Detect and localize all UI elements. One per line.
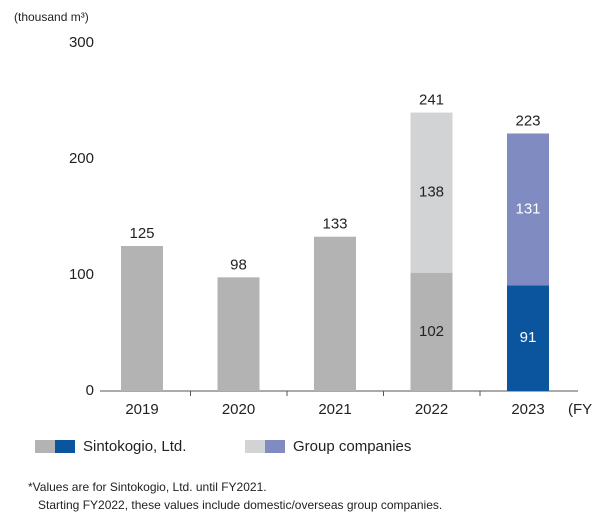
legend-swatch <box>55 440 75 453</box>
bar-segment <box>507 133 549 286</box>
bar-segment <box>410 272 453 391</box>
segment-label: 102 <box>419 323 444 340</box>
y-tick-label: 200 <box>69 150 94 167</box>
x-axis-label: (FY) <box>568 401 592 418</box>
x-tick-label: 2020 <box>222 401 255 418</box>
legend-label: Group companies <box>293 438 411 455</box>
y-tick-label: 300 <box>69 34 94 51</box>
legend-label: Sintokogio, Ltd. <box>83 438 186 455</box>
x-tick-label: 2022 <box>415 401 448 418</box>
total-label: 125 <box>129 225 154 242</box>
y-tick-label: 0 <box>86 382 94 399</box>
legend-swatch <box>245 440 265 453</box>
segment-label: 131 <box>515 200 540 217</box>
total-label: 133 <box>322 216 347 233</box>
bar-segment <box>410 112 453 273</box>
y-tick-label: 100 <box>69 266 94 283</box>
bar-segment <box>507 285 549 391</box>
segment-label: 138 <box>419 184 444 201</box>
y-axis-label: (thousand m³) <box>14 10 89 24</box>
legend-swatch <box>265 440 285 453</box>
footnote: *Values are for Sintokogio, Ltd. until F… <box>28 480 267 494</box>
legend-swatch <box>35 440 55 453</box>
x-tick-label: 2021 <box>318 401 351 418</box>
total-label: 98 <box>230 256 247 273</box>
x-tick-label: 2023 <box>511 401 544 418</box>
segment-label: 91 <box>520 329 537 346</box>
total-label: 223 <box>515 112 540 129</box>
bar-segment <box>217 277 260 391</box>
x-tick-label: 2019 <box>125 401 158 418</box>
bar-segment <box>314 236 356 391</box>
bar-segment <box>121 246 163 391</box>
footnote: Starting FY2022, these values include do… <box>38 498 442 512</box>
total-label: 241 <box>419 92 444 109</box>
